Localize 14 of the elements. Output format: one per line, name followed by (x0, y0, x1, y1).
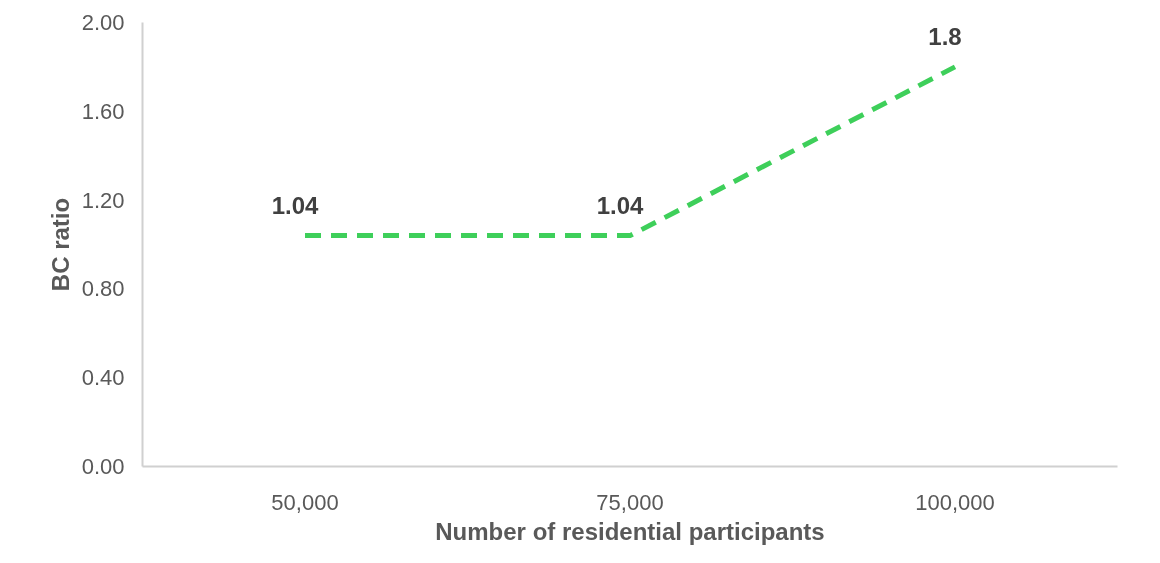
y-tick-label: 0.80 (81, 276, 125, 302)
x-tick-label: 50,000 (271, 489, 339, 515)
y-tick-label: 1.20 (81, 187, 125, 213)
data-label: 1.8 (928, 22, 962, 50)
y-tick-label: 0.40 (81, 365, 125, 391)
data-label: 1.04 (596, 191, 645, 219)
y-tick-label: 1.60 (81, 98, 125, 124)
x-axis-title: Number of residential participants (435, 517, 825, 545)
y-tick-label: 2.00 (81, 10, 125, 35)
y-tick-label: 0.00 (81, 454, 125, 479)
x-tick-label: 100,000 (915, 489, 995, 515)
x-tick-label: 75,000 (596, 489, 664, 515)
y-axis-title: BC ratio (46, 197, 74, 292)
data-label: 1.04 (271, 191, 320, 219)
